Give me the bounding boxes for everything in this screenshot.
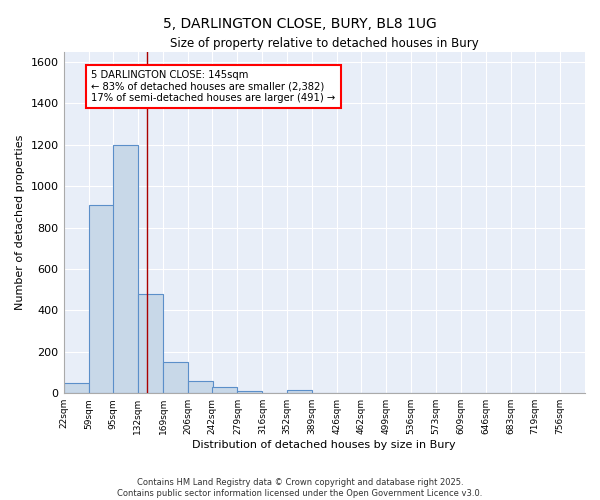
Text: 5, DARLINGTON CLOSE, BURY, BL8 1UG: 5, DARLINGTON CLOSE, BURY, BL8 1UG [163, 18, 437, 32]
Bar [212, 387, 238, 393]
Bar [238, 391, 262, 393]
Text: Contains HM Land Registry data © Crown copyright and database right 2025.
Contai: Contains HM Land Registry data © Crown c… [118, 478, 482, 498]
Bar [64, 383, 89, 393]
Title: Size of property relative to detached houses in Bury: Size of property relative to detached ho… [170, 38, 479, 51]
Text: 5 DARLINGTON CLOSE: 145sqm
← 83% of detached houses are smaller (2,382)
17% of s: 5 DARLINGTON CLOSE: 145sqm ← 83% of deta… [91, 70, 335, 104]
Bar [188, 381, 213, 393]
X-axis label: Distribution of detached houses by size in Bury: Distribution of detached houses by size … [193, 440, 456, 450]
Bar [113, 145, 138, 393]
Bar [287, 390, 312, 393]
Bar [163, 362, 188, 393]
Y-axis label: Number of detached properties: Number of detached properties [15, 134, 25, 310]
Bar [89, 205, 113, 393]
Bar [138, 294, 163, 393]
